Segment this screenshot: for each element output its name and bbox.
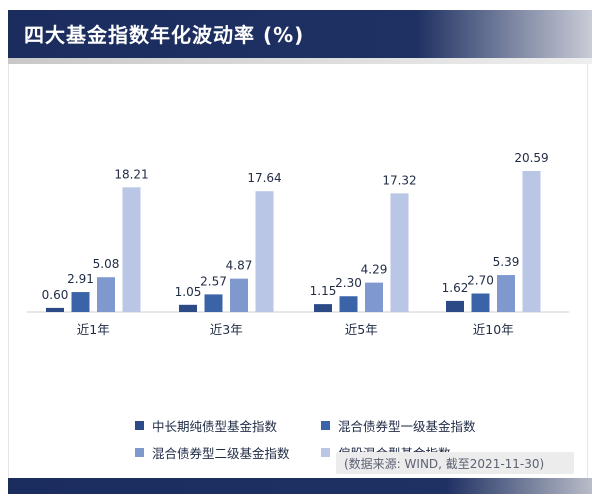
data-label: 1.05 bbox=[175, 285, 202, 299]
legend-label: 混合债券型二级基金指数 bbox=[152, 446, 290, 461]
x-tick-label: 近10年 bbox=[473, 322, 514, 337]
x-tick-label: 近5年 bbox=[345, 322, 378, 337]
data-label: 0.60 bbox=[42, 288, 69, 302]
legend-label: 中长期纯债型基金指数 bbox=[152, 419, 278, 434]
chart-panel: 0.60 2.91 5.08 18.21 近1年 1.05 2.57 4.87 17.64 近3年… bbox=[8, 64, 588, 478]
page-title: 四大基金指数年化波动率 (%) bbox=[24, 23, 305, 47]
data-source-text: (数据来源: WIND, 截至2021-11-30) bbox=[344, 457, 545, 471]
legend-label: 混合债券型一级基金指数 bbox=[338, 419, 476, 434]
data-label: 17.64 bbox=[247, 171, 281, 185]
data-label: 2.70 bbox=[467, 274, 494, 288]
bar bbox=[497, 275, 515, 312]
legend-swatch bbox=[321, 421, 330, 430]
bar bbox=[255, 191, 274, 312]
legend-item: 混合债券型二级基金指数 bbox=[135, 443, 321, 462]
legend-item: 中长期纯债型基金指数 bbox=[135, 416, 321, 435]
legend-swatch bbox=[135, 421, 144, 430]
bar-chart: 0.60 2.915.08 18.21 近1年 1.052.574.87 17.64 近3年… bbox=[27, 151, 569, 337]
legend-swatch bbox=[321, 448, 330, 457]
data-label: 5.39 bbox=[493, 255, 520, 269]
data-label: 2.57 bbox=[200, 274, 227, 288]
x-tick-label: 近3年 bbox=[210, 322, 243, 337]
legend-swatch bbox=[135, 448, 144, 457]
legend: 中长期纯债型基金指数 混合债券型一级基金指数 混合债券型二级基金指数 偏股混合型… bbox=[135, 416, 515, 462]
title-banner-shadow bbox=[8, 58, 592, 64]
bar bbox=[71, 292, 90, 312]
bar bbox=[446, 300, 464, 312]
data-label: 5.08 bbox=[93, 257, 120, 271]
data-source-note: (数据来源: WIND, 截至2021-11-30) bbox=[336, 452, 574, 474]
bar bbox=[122, 187, 141, 312]
bar bbox=[46, 307, 64, 312]
bar bbox=[471, 293, 490, 312]
data-label: 20.59 bbox=[514, 151, 548, 165]
data-label: 4.87 bbox=[226, 259, 253, 273]
data-label: 2.30 bbox=[335, 276, 362, 290]
bar bbox=[339, 296, 358, 312]
bar bbox=[179, 304, 197, 312]
bar bbox=[365, 282, 383, 312]
data-label: 18.21 bbox=[114, 167, 148, 181]
bar bbox=[314, 304, 332, 312]
data-label: 4.29 bbox=[361, 263, 388, 277]
data-label: 1.62 bbox=[442, 281, 469, 295]
title-banner: 四大基金指数年化波动率 (%) bbox=[8, 10, 592, 58]
legend-item: 混合债券型一级基金指数 bbox=[321, 416, 511, 435]
data-label: 17.32 bbox=[382, 173, 416, 187]
footer-bar bbox=[8, 478, 592, 494]
bar bbox=[204, 294, 223, 312]
x-tick-label: 近1年 bbox=[77, 322, 110, 337]
bar bbox=[97, 277, 115, 312]
data-label: 2.91 bbox=[67, 272, 94, 286]
bar bbox=[390, 193, 409, 312]
data-label: 1.15 bbox=[310, 284, 337, 298]
bar bbox=[522, 171, 541, 312]
bar bbox=[230, 278, 248, 312]
